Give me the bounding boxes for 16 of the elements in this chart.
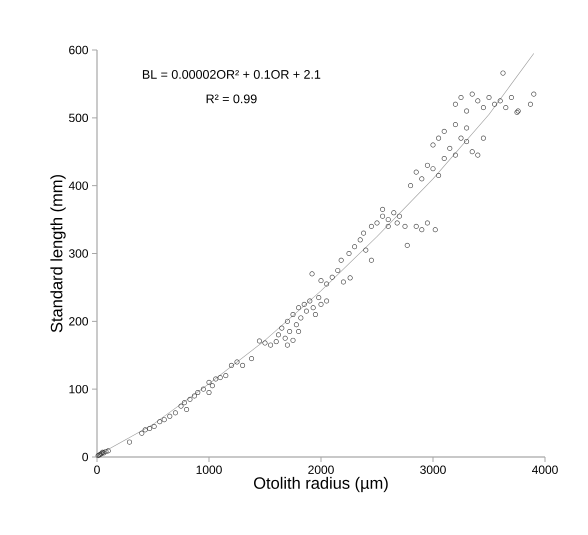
- y-tick-label: 200: [69, 317, 88, 326]
- y-axis-title: Standard length (mm): [50, 175, 66, 332]
- annotation: BL = 0.00002OR² + 0.1OR + 2.1: [142, 70, 320, 79]
- x-tick-label: 1000: [196, 466, 222, 474]
- annotation: R² = 0.99: [206, 94, 257, 104]
- y-tick-label: 300: [68, 249, 88, 258]
- y-tick-label: 600: [69, 46, 88, 54]
- y-tick-label: 0: [82, 452, 88, 462]
- y-tick-label: 500: [69, 114, 88, 122]
- x-tick-label: 2000: [308, 466, 334, 474]
- x-tick-label: 3000: [420, 466, 446, 474]
- y-tick-label: 100: [69, 384, 88, 394]
- x-tick-label: 4000: [532, 466, 558, 474]
- x-axis-title: Otolith radius (µm): [254, 476, 388, 492]
- y-tick-label: 400: [68, 181, 88, 190]
- x-tick-label: 0: [94, 466, 100, 474]
